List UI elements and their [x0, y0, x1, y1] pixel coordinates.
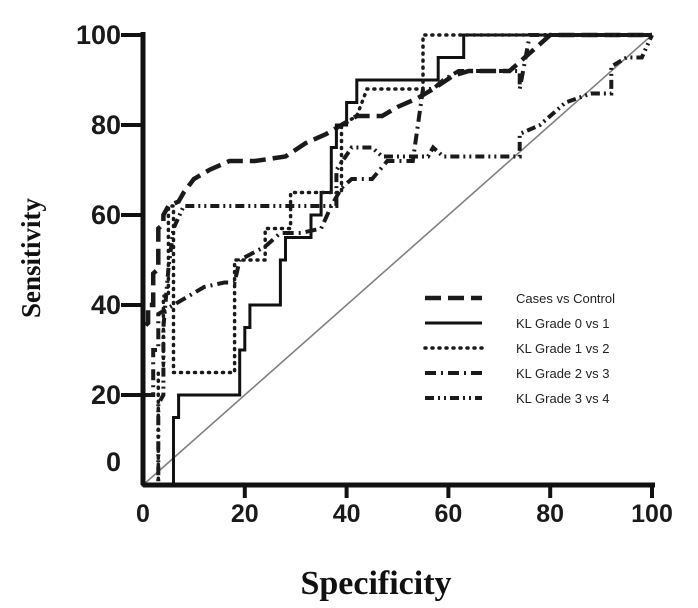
x-ticks-layer: 0 20 40 60 80 100 [136, 485, 673, 528]
series-line-3 [141, 33, 654, 487]
y-tick-label: 20 [91, 380, 121, 410]
x-tick-label: 60 [434, 500, 462, 528]
legend-label-4: KL Grade 2 vs 3 [516, 366, 609, 381]
x-tick-label: 0 [136, 500, 150, 528]
y-axis-title: Sensitivity [16, 197, 46, 318]
reference-diagonal-layer [142, 34, 653, 486]
axes-layer [140, 32, 655, 488]
series-layer [140, 32, 654, 487]
x-tick-label: 40 [333, 500, 361, 528]
series-line-5 [143, 34, 654, 487]
series-line-2 [143, 33, 652, 487]
y-tick-label: 60 [91, 200, 121, 230]
y-tick-label: 100 [76, 20, 121, 50]
y-tick-label: 40 [91, 290, 121, 320]
legend: Cases vs Control KL Grade 0 vs 1 KL Grade … [423, 291, 615, 406]
x-tick-label: 20 [231, 500, 259, 528]
reference-diagonal-line [142, 34, 653, 486]
legend-label-1: Cases vs Control [516, 291, 615, 306]
legend-label-3: KL Grade 1 vs 2 [516, 341, 609, 356]
y-ticks-layer: 0 20 40 60 80 100 [76, 20, 143, 477]
x-tick-label: 80 [536, 500, 564, 528]
y-tick-label: 0 [106, 447, 121, 477]
legend-label-5: KL Grade 3 vs 4 [516, 391, 609, 406]
legend-label-2: KL Grade 0 vs 1 [516, 316, 609, 331]
y-tick-label: 80 [91, 110, 121, 140]
series-line-4 [141, 33, 652, 485]
x-tick-label: 100 [631, 500, 673, 528]
x-axis-title: Specificity [300, 565, 451, 602]
